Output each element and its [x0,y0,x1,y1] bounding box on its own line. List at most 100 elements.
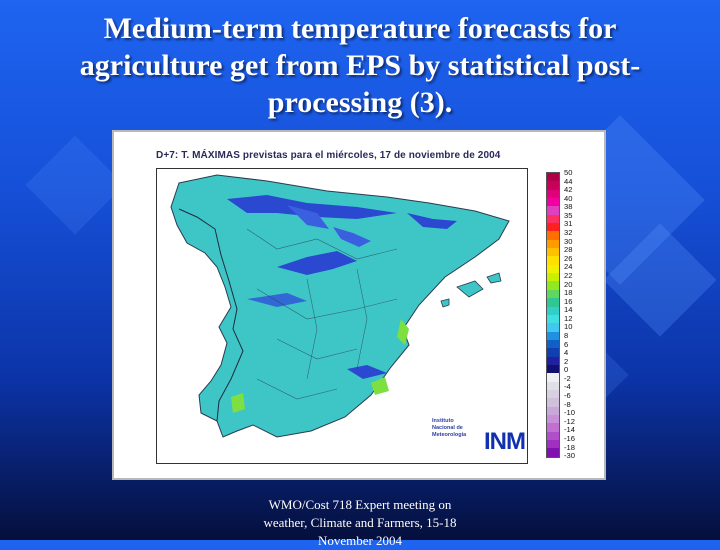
legend-swatch [547,281,559,290]
legend-swatch [547,239,559,249]
background-diamond [25,135,125,235]
legend-swatch [547,398,559,407]
cold-zone [407,213,457,229]
legend-label: -6 [564,391,571,401]
map-title: D+7: T. MÁXIMAS previstas para el miérco… [156,150,501,161]
warm-zone [371,377,389,395]
legend-label: -12 [564,416,575,426]
legend-swatch [547,339,559,349]
warm-zone [231,393,245,413]
legend-label: 18 [564,288,573,298]
legend-label: 14 [564,305,573,315]
legend-label: 6 [564,339,569,349]
spain-temperature-map [170,174,510,438]
legend-swatch [547,440,559,449]
legend-label: 12 [564,313,573,323]
institute-line: Instituto [432,418,454,424]
legend-swatch [547,431,559,440]
cold-zone [247,293,307,307]
legend-swatch [547,181,559,190]
legend-label: -10 [564,408,575,418]
legend-label: 4 [564,348,569,358]
cold-zone [277,251,357,275]
legend-label: 38 [564,202,573,212]
institute-name: Instituto Nacional de Meteorología [432,418,466,439]
legend-swatch [547,306,559,315]
legend-label: 20 [564,279,573,289]
legend-label: -16 [564,433,575,443]
footer-line: weather, Climate and Farmers, 15-18 [263,515,457,530]
legend-label: -18 [564,442,575,452]
legend-swatch [547,389,559,399]
legend-swatch [547,273,559,282]
legend-swatch [547,248,559,257]
legend-label: -30 [564,451,575,461]
legend-swatch [547,223,559,232]
legend-label: 40 [564,193,573,203]
legend-label: 35 [564,210,573,220]
legend-swatch [547,256,559,265]
legend-swatch [547,414,559,424]
iberia-landmass [170,174,510,438]
legend-swatch [547,356,559,365]
legend-swatch [547,264,559,274]
legend-label: 10 [564,322,573,332]
cold-zone [287,205,329,229]
legend-swatch [547,214,559,224]
temperature-legend-labels: 50 44 42 40 38 35 31 32 30 28 26 24 22 20 18 16 14 12 10 8 6… [564,168,575,462]
slide-title: Medium-term temperature forecasts for ag… [20,10,700,121]
legend-swatch [547,198,559,207]
legend-label: 22 [564,270,573,280]
legend-swatch [547,189,559,199]
legend-label: 28 [564,245,573,255]
province-lines [246,228,398,400]
temperature-legend-bar [546,172,560,458]
cold-zone [333,227,371,247]
legend-label: -14 [564,425,575,435]
legend-swatch [547,364,559,374]
slide-footer: WMO/Cost 718 Expert meeting on weather, … [230,496,490,550]
legend-label: 24 [564,262,573,272]
legend-label: 50 [564,168,573,177]
legend-swatch [547,314,559,324]
legend-label: 30 [564,236,573,246]
institute-line: Nacional de [432,425,463,431]
institute-line: Meteorología [432,432,467,438]
legend-swatch [547,323,559,332]
cold-zone [227,195,397,219]
legend-swatch [547,331,559,340]
legend-label: 31 [564,219,573,229]
slide-title-line: processing (3). [267,86,453,119]
footer-line: WMO/Cost 718 Expert meeting on [268,497,452,512]
legend-label: 8 [564,330,569,340]
legend-label: -8 [564,399,571,409]
legend-swatch [547,406,559,415]
warm-zone [397,319,409,345]
legend-swatch [547,373,559,382]
slide-title-line: Medium-term temperature forecasts for [103,12,617,45]
portugal-border [178,208,244,422]
legend-label: 2 [564,356,569,366]
legend-swatch [547,206,559,215]
legend-label: -4 [564,382,571,392]
legend-label: 42 [564,185,573,195]
legend-swatch [547,289,559,299]
legend-label: -2 [564,373,571,383]
legend-swatch [547,298,559,307]
legend-swatch [547,348,559,357]
legend-swatch [547,173,559,182]
slide-title-line: agriculture get from EPS by statistical … [79,49,641,82]
forecast-map-image: D+7: T. MÁXIMAS previstas para el miérco… [112,130,606,480]
legend-swatch [547,448,559,457]
legend-swatch [547,231,559,240]
footer-line: November 2004 [317,533,403,548]
legend-label: 32 [564,228,573,238]
balearic-islands [440,272,502,308]
legend-label: 16 [564,296,573,306]
legend-label: 0 [564,365,569,375]
legend-swatch [547,381,559,390]
legend-swatch [547,423,559,432]
legend-label: 44 [564,176,573,186]
inm-logo: INM [484,428,526,455]
map-panel [156,168,528,464]
